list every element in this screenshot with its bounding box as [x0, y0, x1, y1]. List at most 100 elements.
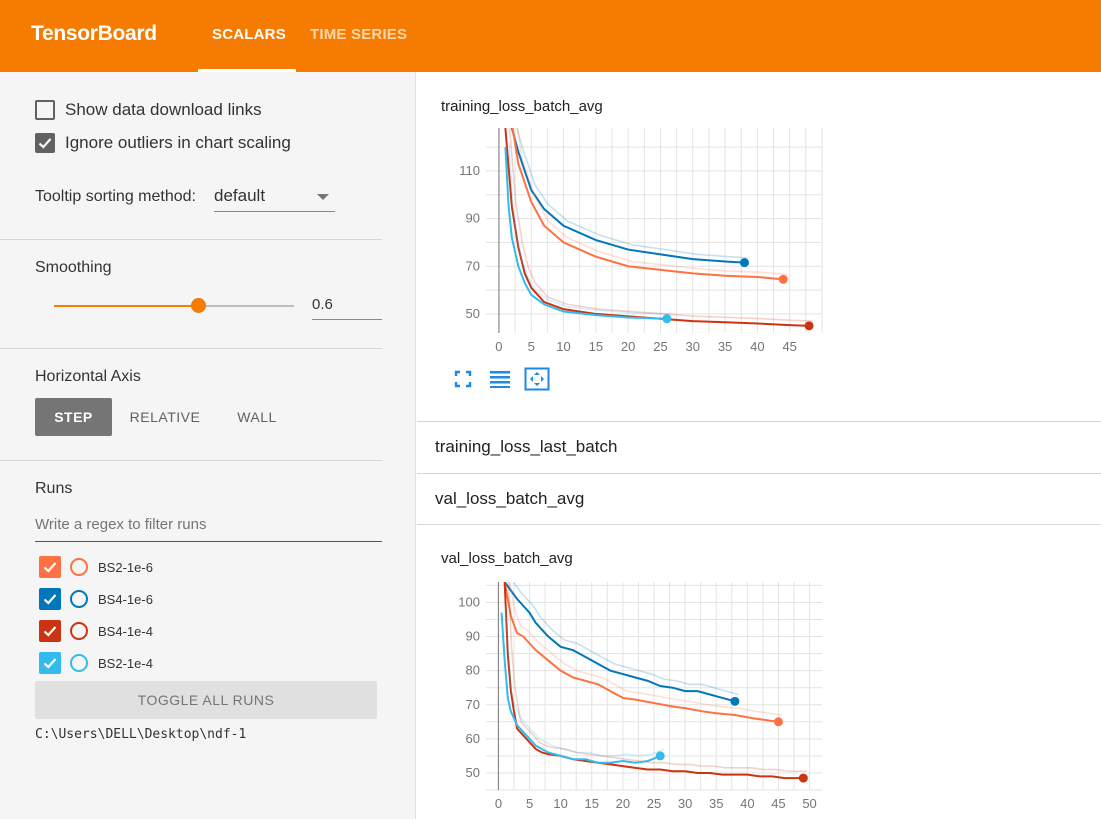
- x-tick-label: 15: [589, 339, 603, 354]
- smoothing-slider[interactable]: [54, 298, 294, 313]
- chart-card-title: training_loss_last_batch: [435, 437, 618, 456]
- divider: [0, 348, 382, 349]
- axis-relative-button[interactable]: RELATIVE: [129, 409, 201, 425]
- series-line: [503, 582, 736, 703]
- y-tick-label: 90: [466, 629, 480, 644]
- fullscreen-button[interactable]: [450, 367, 476, 391]
- x-tick-label: 35: [718, 339, 732, 354]
- show-download-links-option[interactable]: Show data download links: [35, 100, 262, 120]
- tooltip-sorting-select[interactable]: default: [214, 182, 335, 212]
- sidebar: Show data download links Ignore outliers…: [0, 72, 416, 819]
- checkmark-icon: [43, 594, 57, 605]
- x-tick-label: 40: [740, 796, 754, 811]
- chart-title: val_loss_batch_avg: [441, 550, 573, 567]
- y-tick-label: 70: [466, 258, 480, 273]
- x-tick-label: 5: [528, 339, 535, 354]
- training-loss-chart[interactable]: 0 5 10 15 20 25 30 35 40 45 50 70 90 110: [430, 120, 830, 365]
- collapsed-chart-card[interactable]: val_loss_batch_avg: [417, 473, 1101, 525]
- smoothing-input[interactable]: 0.6: [312, 294, 382, 320]
- run-item[interactable]: BS2-1e-4: [39, 652, 153, 674]
- log-directory-path: C:\Users\DELL\Desktop\ndf-1: [35, 727, 247, 742]
- y-tick-label: 90: [466, 211, 480, 226]
- checkmark-icon: [43, 626, 57, 637]
- list-icon: [490, 371, 510, 388]
- y-tick-label: 110: [459, 163, 480, 178]
- x-tick-label: 30: [678, 796, 692, 811]
- run-name: BS2-1e-6: [98, 559, 153, 575]
- x-tick-label: 15: [585, 796, 599, 811]
- run-color-circle[interactable]: [70, 558, 88, 576]
- x-tick-label: 50: [802, 796, 816, 811]
- collapsed-chart-card[interactable]: training_loss_last_batch: [417, 421, 1101, 471]
- show-download-links-checkbox[interactable]: [35, 100, 55, 120]
- chart-toolbar: [450, 367, 561, 391]
- run-item[interactable]: BS4-1e-6: [39, 588, 153, 610]
- x-tick-label: 20: [616, 796, 630, 811]
- run-name: BS4-1e-6: [98, 591, 153, 607]
- axis-wall-button[interactable]: WALL: [237, 409, 277, 425]
- series-raw-line: [504, 605, 665, 757]
- series-line: [511, 128, 784, 281]
- x-tick-label: 0: [495, 796, 502, 811]
- series-raw-line: [508, 142, 671, 315]
- run-checkbox[interactable]: [39, 620, 61, 642]
- run-checkbox[interactable]: [39, 652, 61, 674]
- series-line: [504, 128, 810, 327]
- show-download-links-label: Show data download links: [65, 100, 262, 119]
- x-tick-label: 30: [686, 339, 700, 354]
- run-color-circle[interactable]: [70, 622, 88, 640]
- smoothing-slider-fill: [54, 305, 198, 307]
- fit-domain-button[interactable]: [524, 367, 550, 391]
- tab-time-series[interactable]: TIME SERIES: [310, 26, 408, 43]
- x-tick-label: 45: [771, 796, 785, 811]
- smoothing-slider-thumb[interactable]: [191, 298, 206, 313]
- top-app-bar: TensorBoard SCALARS TIME SERIES: [0, 0, 1101, 72]
- runs-filter-input[interactable]: Write a regex to filter runs: [35, 516, 382, 542]
- chart-title: training_loss_batch_avg: [441, 98, 603, 115]
- x-tick-label: 35: [709, 796, 723, 811]
- x-tick-label: 45: [782, 339, 796, 354]
- axis-step-button[interactable]: STEP: [35, 398, 112, 436]
- y-tick-label: 50: [466, 765, 480, 780]
- series-end-point: [739, 258, 749, 268]
- tooltip-sorting-label: Tooltip sorting method:: [35, 188, 196, 205]
- run-checkbox[interactable]: [39, 556, 61, 578]
- run-checkbox[interactable]: [39, 588, 61, 610]
- y-tick-label: 70: [466, 697, 480, 712]
- tab-scalars[interactable]: SCALARS: [212, 26, 286, 43]
- x-tick-label: 40: [750, 339, 764, 354]
- divider: [0, 239, 382, 240]
- y-tick-label: 80: [466, 663, 480, 678]
- checkmark-icon: [43, 562, 57, 573]
- series-end-point: [804, 321, 814, 331]
- run-color-circle[interactable]: [70, 654, 88, 672]
- val-loss-chart[interactable]: 0 5 10 15 20 25 30 35 40 45 50 50 60 70 80 90 100: [430, 572, 830, 819]
- series-line: [504, 147, 667, 320]
- y-tick-label: 50: [466, 306, 480, 321]
- y-tick-label: 60: [466, 731, 480, 746]
- runs-title: Runs: [35, 480, 73, 497]
- ignore-outliers-checkbox[interactable]: [35, 133, 55, 153]
- checkmark-icon: [43, 658, 57, 669]
- x-tick-label: 20: [621, 339, 635, 354]
- run-item[interactable]: BS2-1e-6: [39, 556, 153, 578]
- run-item[interactable]: BS4-1e-4: [39, 620, 153, 642]
- series-end-point: [778, 274, 788, 284]
- tooltip-sorting-value: default: [214, 186, 266, 205]
- ignore-outliers-option[interactable]: Ignore outliers in chart scaling: [35, 133, 291, 153]
- x-tick-label: 25: [647, 796, 661, 811]
- series-end-point: [662, 314, 672, 324]
- ignore-outliers-label: Ignore outliers in chart scaling: [65, 133, 291, 152]
- horizontal-axis-title: Horizontal Axis: [35, 368, 141, 385]
- x-tick-label: 25: [653, 339, 667, 354]
- fit-to-data-icon: [524, 367, 550, 391]
- run-color-circle[interactable]: [70, 590, 88, 608]
- smoothing-title: Smoothing: [35, 259, 112, 276]
- series-raw-line: [507, 582, 808, 773]
- chart-card-title: val_loss_batch_avg: [435, 489, 585, 508]
- chevron-down-icon: [317, 194, 329, 200]
- toggle-all-runs-button[interactable]: TOGGLE ALL RUNS: [35, 681, 377, 719]
- toggle-log-scale-button[interactable]: [487, 367, 513, 391]
- series-line: [503, 582, 779, 723]
- x-tick-label: 10: [553, 796, 567, 811]
